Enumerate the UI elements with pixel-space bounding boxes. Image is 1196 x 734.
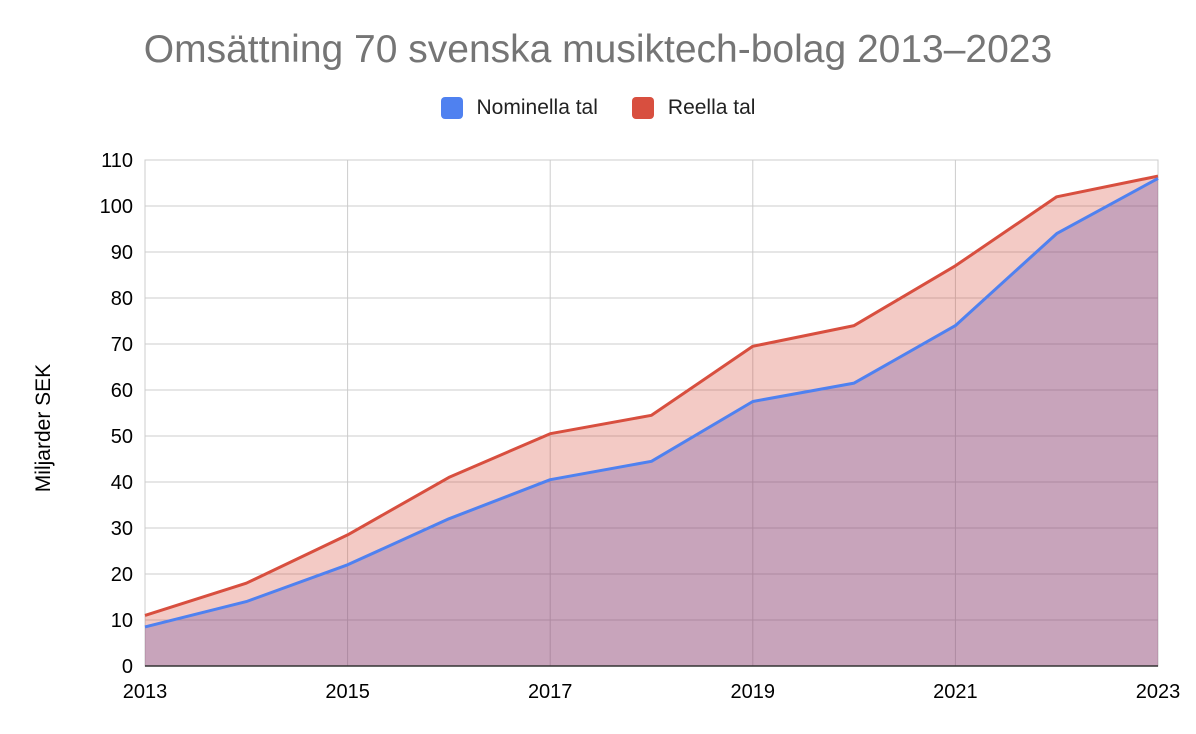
y-tick-label: 70 — [111, 334, 133, 356]
y-tick-label: 90 — [111, 242, 133, 264]
y-tick-label: 110 — [101, 150, 133, 172]
x-tick-label: 2015 — [325, 681, 370, 703]
legend-swatch-nominal — [440, 97, 463, 119]
y-axis-title: Miljarder SEK — [32, 364, 55, 492]
legend-label-nominal: Nominella tal — [476, 96, 598, 119]
y-tick-label: 50 — [111, 426, 133, 448]
legend: Nominella tal Reella tal — [0, 96, 1196, 120]
legend-item-real[interactable]: Reella tal — [631, 96, 756, 120]
series-area-real — [145, 176, 1158, 666]
y-tick-label: 100 — [100, 196, 133, 218]
series-line-nominal — [144, 177, 1159, 629]
y-tick-label: 40 — [111, 472, 133, 494]
x-tick-label: 2013 — [123, 681, 168, 703]
y-tick-label: 60 — [111, 380, 133, 402]
x-tick-label: 2019 — [731, 681, 776, 703]
legend-swatch-real — [631, 97, 654, 119]
y-tick-label: 0 — [122, 656, 133, 678]
y-tick-label: 30 — [111, 518, 133, 540]
y-tick-label: 10 — [111, 610, 133, 632]
x-tick-label: 2021 — [933, 681, 978, 703]
chart-title: Omsättning 70 svenska musiktech-bolag 20… — [143, 28, 1053, 71]
series-line-real — [144, 174, 1159, 617]
x-tick-label: 2017 — [528, 681, 573, 703]
y-tick-label: 80 — [111, 288, 133, 310]
legend-label-real: Reella tal — [667, 96, 756, 119]
series-area-nominal — [145, 178, 1158, 666]
legend-item-nominal[interactable]: Nominella tal — [440, 96, 598, 120]
y-tick-label: 20 — [111, 564, 133, 586]
x-tick-label: 2023 — [1136, 681, 1181, 703]
